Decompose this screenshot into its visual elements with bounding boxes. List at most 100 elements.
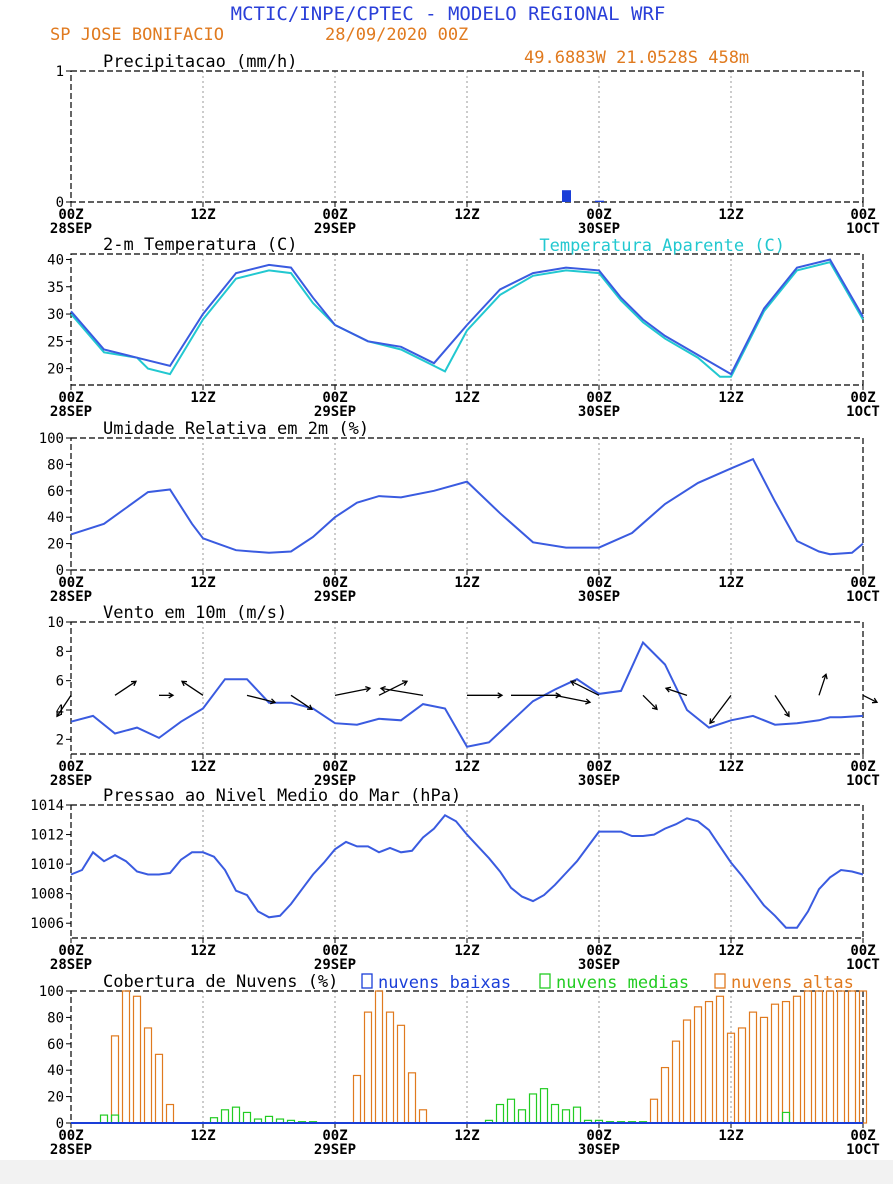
cloud-bar (715, 995, 725, 1124)
x-date-label: 28SEP (50, 589, 92, 605)
y-tick-label: 6 (56, 674, 64, 690)
wind-arrow-head (130, 680, 138, 687)
cloud-bar (528, 1093, 538, 1124)
y-tick-label: 100 (39, 984, 64, 1000)
y-tick-label: 40 (47, 1063, 64, 1079)
x-date-label: 30SEP (578, 957, 620, 973)
wind-arrow-head (306, 704, 314, 710)
x-date-label: 1OCT (846, 957, 880, 973)
y-tick-label: 1 (56, 64, 64, 80)
plot-frame (70, 804, 864, 939)
cloud-bar (770, 1003, 780, 1124)
wind-arrow-head (871, 697, 879, 704)
x-tick-label: 00Z (58, 1128, 83, 1144)
mslp-series-line (70, 814, 864, 929)
temp-panel (66, 253, 864, 390)
cloud-bar (110, 1035, 120, 1124)
cloud-bar (781, 1000, 791, 1124)
wind-arrow (380, 687, 424, 696)
cloud-bar (847, 990, 857, 1124)
x-tick-label: 00Z (58, 575, 83, 591)
y-tick-label: 0 (56, 1116, 64, 1132)
wind-arrow-head (784, 711, 790, 718)
wind-arrow (709, 694, 732, 724)
x-date-label: 30SEP (578, 773, 620, 789)
x-date-label: 1OCT (846, 404, 880, 420)
x-date-label: 1OCT (846, 773, 880, 789)
x-tick-label: 00Z (586, 1128, 611, 1144)
wind-arrow (774, 694, 790, 717)
cloud-bar (506, 1098, 516, 1124)
legend-swatch (361, 973, 373, 989)
x-tick-label: 00Z (58, 207, 83, 223)
cloud-bar (396, 1024, 406, 1124)
y-tick-label: 2 (56, 732, 64, 748)
cloud-bar (748, 1011, 758, 1124)
x-date-label: 30SEP (578, 221, 620, 237)
wind-arrow (56, 694, 72, 717)
x-tick-label: 00Z (58, 943, 83, 959)
x-tick-label: 00Z (586, 575, 611, 591)
cloud-bar (121, 990, 131, 1124)
y-tick-label: 1012 (30, 828, 64, 844)
x-date-label: 1OCT (846, 589, 880, 605)
x-tick-label: 00Z (850, 943, 875, 959)
x-date-label: 29SEP (314, 404, 356, 420)
x-tick-label: 00Z (850, 759, 875, 775)
x-date-label: 1OCT (846, 221, 880, 237)
clouds-title: Cobertura de Nuvens (%) (103, 972, 338, 992)
x-tick-label: 12Z (454, 390, 479, 406)
cloud-bar (693, 1006, 703, 1124)
x-tick-label: 00Z (322, 575, 347, 591)
station-name: SP JOSE BONIFACIO (50, 25, 224, 45)
x-tick-label: 12Z (454, 1128, 479, 1144)
x-tick-label: 12Z (190, 943, 215, 959)
y-tick-label: 20 (47, 537, 64, 553)
x-tick-label: 00Z (850, 1128, 875, 1144)
wind-arrow-head (651, 704, 658, 711)
cloud-bar (99, 1114, 109, 1124)
wind-arrow (642, 694, 658, 710)
y-tick-label: 20 (47, 362, 64, 378)
cloud-bar (242, 1111, 252, 1124)
x-date-label: 28SEP (50, 773, 92, 789)
temp-series-line (70, 258, 864, 376)
cloud-bar (132, 995, 142, 1124)
x-date-label: 29SEP (314, 221, 356, 237)
x-tick-label: 12Z (718, 759, 743, 775)
clouds-panel (66, 973, 868, 1128)
y-tick-label: 4 (56, 703, 64, 719)
x-date-label: 29SEP (314, 589, 356, 605)
precip-panel (66, 70, 864, 207)
wind-arrow (665, 687, 688, 696)
y-tick-label: 60 (47, 1037, 64, 1053)
wind-arrow-head (555, 692, 562, 699)
y-tick-label: 10 (47, 615, 64, 631)
cloud-bar (792, 995, 802, 1124)
x-tick-label: 00Z (850, 390, 875, 406)
cloud-bar (737, 1027, 747, 1124)
y-tick-label: 1008 (30, 887, 64, 903)
cloud-bar (363, 1011, 373, 1124)
x-tick-label: 00Z (322, 390, 347, 406)
x-date-label: 29SEP (314, 1142, 356, 1158)
wind-arrow-head (270, 698, 277, 705)
temp-series-line (70, 261, 864, 378)
y-tick-label: 60 (47, 484, 64, 500)
mslp-panel (66, 804, 864, 943)
x-tick-label: 12Z (718, 1128, 743, 1144)
x-tick-label: 00Z (322, 759, 347, 775)
cloud-bar (539, 1088, 549, 1124)
wind-arrow (818, 674, 827, 696)
cloud-bar (671, 1040, 681, 1124)
wind-arrow-head (379, 685, 386, 693)
x-tick-label: 12Z (454, 575, 479, 591)
cloud-bar (407, 1072, 417, 1124)
y-tick-label: 8 (56, 644, 64, 660)
cloud-bar (660, 1066, 670, 1124)
y-tick-label: 1006 (30, 916, 64, 932)
cloud-bar (220, 1109, 230, 1124)
x-date-label: 30SEP (578, 404, 620, 420)
precip-bar (562, 190, 571, 202)
x-tick-label: 12Z (718, 575, 743, 591)
